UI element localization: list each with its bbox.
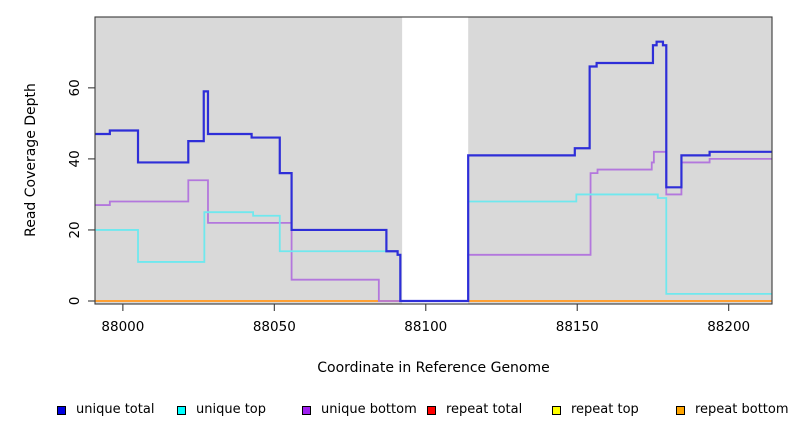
y-tick-label: 20 [67,221,83,238]
legend-item-repeat-top: repeat top [552,402,639,418]
legend-label: repeat top [571,402,639,417]
legend-swatch-repeat-bottom [676,405,685,415]
x-tick-label: 88150 [556,319,599,335]
y-tick-label: 40 [67,150,83,167]
legend-swatch-unique-bottom [302,405,311,415]
legend-swatch-unique-total [57,405,66,415]
legend-swatch-unique-top [177,405,186,415]
series-unique-bottom [95,150,772,302]
x-tick-label: 88000 [101,319,144,335]
legend-label: repeat total [446,402,523,417]
masked-region [402,17,469,304]
x-tick-label: 88200 [707,319,750,335]
legend-item-unique-top: unique top [177,402,266,418]
x-tick-label: 88050 [253,319,296,335]
legend-swatch-repeat-total [427,405,436,415]
plot-border [94,16,773,305]
legend-item-unique-bottom: unique bottom [302,402,417,418]
coverage-plot: 88000 88050 88100 88150 88200 0 20 40 60 [67,16,773,335]
y-tick-label: 60 [67,79,83,96]
legend: unique total unique top unique bottom re… [0,402,792,422]
legend-swatch-repeat-top [552,405,561,415]
y-axis-label: Read Coverage Depth [23,83,39,237]
legend-item-repeat-total: repeat total [427,402,522,418]
series-unique-total [95,40,772,303]
x-tick-label: 88100 [404,319,447,335]
legend-item-repeat-bottom: repeat bottom [676,402,789,418]
legend-label: unique bottom [321,402,417,417]
legend-label: unique top [196,402,267,417]
legend-item-unique-total: unique total [57,402,154,418]
legend-label: unique total [76,402,155,417]
y-tick-label: 0 [67,297,83,306]
legend-label: repeat bottom [695,402,789,417]
x-axis-label: Coordinate in Reference Genome [317,360,550,376]
